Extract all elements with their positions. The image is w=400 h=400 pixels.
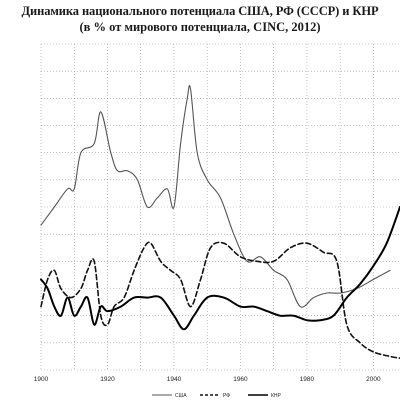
grid (40, 43, 400, 371)
chart-title-line-2: (в % от мирового потенциала, CINC, 2012) (79, 20, 321, 34)
x-tick-label: 1980 (300, 376, 315, 383)
x-tick-label: 1940 (167, 376, 182, 383)
x-tick-label: 1900 (34, 376, 49, 383)
x-tick-label: 1920 (100, 376, 115, 383)
legend: США РФ КНР (152, 393, 282, 399)
series-line-3 (40, 206, 400, 331)
legend-label-3: КНР (271, 393, 282, 399)
x-axis-ticks: 1900 1920 1940 1960 1980 2000 (34, 376, 381, 383)
chart-title-line-1: Динамика национального потенциала США, Р… (21, 4, 379, 18)
series-line-2 (40, 241, 400, 359)
series-line-1 (40, 85, 391, 308)
x-tick-label: 2000 (366, 376, 381, 383)
legend-label-2: РФ (223, 393, 230, 399)
x-tick-label: 1960 (233, 376, 248, 383)
series-lines (40, 85, 400, 359)
legend-label-1: США (175, 393, 187, 399)
